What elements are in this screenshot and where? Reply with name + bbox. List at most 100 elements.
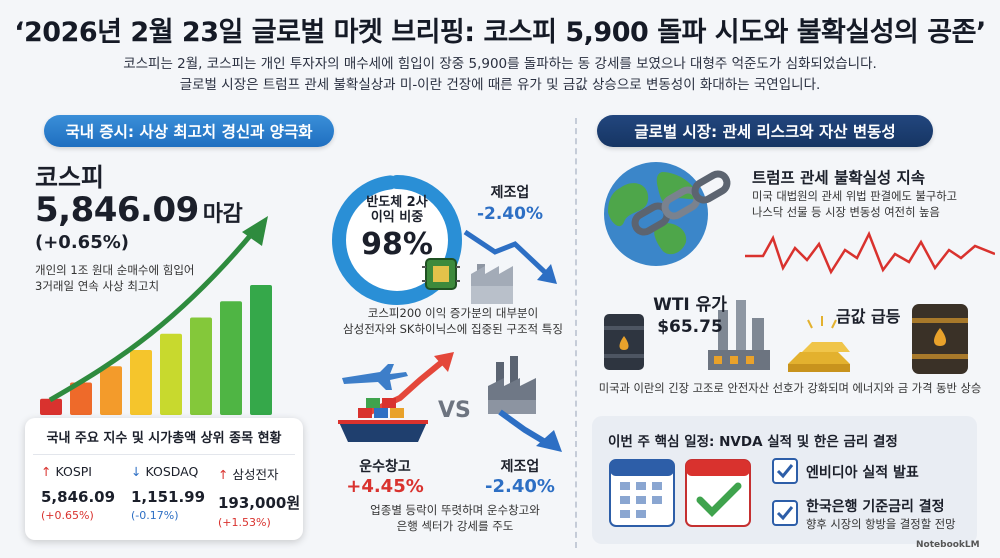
rising-bar bbox=[160, 333, 182, 415]
chain-icon bbox=[631, 170, 731, 236]
chip-icon bbox=[422, 258, 460, 290]
oil-barrel-icon bbox=[604, 314, 644, 370]
semi-desc-line-2: 삼성전자와 SK하이닉스에 집중된 구조적 특징 bbox=[343, 322, 563, 336]
up-arrow-line bbox=[368, 359, 444, 415]
semi-label-line-1: 반도체 2사 bbox=[366, 195, 428, 210]
schedule-title: 이번 주 핵심 일정: NVDA 실적 및 한은 금리 결정 bbox=[608, 434, 898, 450]
table-item-change: (-0.17%) bbox=[131, 509, 179, 522]
schedule-item-bok: 한국은행 기준금리 결정 bbox=[806, 499, 945, 515]
index-table-card: 국내 주요 지수 및 시가총액 상위 종목 현황 ↑ KOSPI 5,846.0… bbox=[25, 418, 303, 540]
domestic-section-label: 국내 증시: 사상 최고치 경신과 양극화 bbox=[44, 115, 334, 147]
section-divider bbox=[575, 118, 577, 548]
subtitle-line-2: 글로벌 시장은 트럼프 관세 불확실상과 미-이란 건장에 때른 유가 및 금값… bbox=[179, 77, 821, 93]
brand-logo: NotebookLM bbox=[916, 540, 980, 550]
globe-chain-graphic bbox=[604, 162, 731, 266]
kospi-label: 코스피 bbox=[35, 163, 105, 192]
factory-icon bbox=[471, 264, 513, 304]
calendar-check-icon bbox=[685, 459, 751, 527]
manufacturing-bottom-name: 제조업 bbox=[500, 459, 540, 475]
table-item-kosdaq: ↓ KOSDAQ 1,151.99 (-0.17%) bbox=[131, 464, 223, 522]
energy-description: 미국과 이란의 긴장 고조로 안전자산 선호가 강화되며 에너지와 금 가격 동… bbox=[598, 382, 982, 395]
shipping-name: 운수창고 bbox=[359, 459, 411, 475]
calendar-graphic bbox=[609, 459, 751, 527]
semi-share-value: 98% bbox=[361, 227, 433, 262]
calendar-icon bbox=[609, 459, 675, 527]
schedule-item-bok-sub: 향후 시장의 항방을 결정할 전망 bbox=[806, 518, 956, 531]
kospi-value: 5,846.09 마감 bbox=[35, 190, 243, 230]
kospi-description: 개인의 1조 원대 순매수에 힘입어 3거래일 연속 사상 최고치 bbox=[35, 262, 255, 294]
arrow-down-icon: ↓ bbox=[131, 464, 142, 479]
wti-oil-price: WTI 유가 $65.75 bbox=[640, 294, 740, 338]
manufacturing-bottom: 제조업 -2.40% bbox=[470, 456, 570, 497]
page-title: ‘2026년 2월 23일 글로벌 마켓 브리핑: 코스피 5,900 돌파 시… bbox=[14, 17, 986, 48]
table-item-change: (+1.53%) bbox=[218, 516, 271, 529]
table-item-value: 1,151.99 bbox=[131, 488, 206, 506]
volatility-line bbox=[745, 230, 995, 275]
gold-bars-icon bbox=[788, 316, 850, 372]
table-item-name: KOSDAQ bbox=[145, 464, 199, 479]
arrow-up-icon: ↑ bbox=[41, 464, 52, 479]
table-divider bbox=[33, 454, 295, 455]
down-arrow-head bbox=[537, 264, 557, 284]
rising-bar bbox=[70, 382, 92, 415]
table-item-value: 193,000원 bbox=[218, 494, 301, 512]
wti-value: $65.75 bbox=[657, 317, 723, 337]
shipping-sector: 운수창고 +4.45% bbox=[335, 456, 435, 497]
down-arrow-line bbox=[463, 229, 552, 279]
trend-arrow-head bbox=[242, 216, 268, 246]
gold-label: 금값 급등 bbox=[836, 307, 901, 326]
rising-bar bbox=[40, 398, 62, 415]
up-arrow-head bbox=[434, 352, 454, 372]
trend-arrow-line bbox=[48, 228, 257, 403]
subtitle-line-1: 코스피는 2월, 코스피는 개인 투자자의 매수세에 힘입이 장중 5,900를… bbox=[123, 56, 877, 72]
down-arrow-line bbox=[498, 409, 547, 445]
oil-barrel-icon bbox=[912, 304, 968, 374]
factory-down-graphic bbox=[463, 229, 557, 304]
table-item-samsung: ↑ 삼성전자 193,000원 (+1.53%) bbox=[218, 464, 310, 529]
sector-description: 업종별 등락이 뚜렷하며 운수창고와 은행 섹터가 강세를 주도 bbox=[340, 502, 570, 534]
tariff-title: 트럼프 관세 불확실성 지속 bbox=[752, 169, 926, 187]
table-item-name: KOSPI bbox=[55, 464, 92, 479]
vs-label: VS bbox=[438, 398, 471, 423]
rising-bar bbox=[100, 366, 122, 415]
rising-bars-graphic bbox=[40, 216, 272, 415]
manufacturing-bottom-value: -2.40% bbox=[485, 476, 555, 497]
rising-bar bbox=[250, 285, 272, 415]
kospi-desc-line-1: 개인의 1조 원대 순매수에 힘입어 bbox=[35, 263, 195, 277]
table-item-name: 삼성전자 bbox=[232, 467, 279, 482]
refinery-icon bbox=[708, 300, 770, 370]
gold-barrel-graphic bbox=[788, 304, 968, 374]
kospi-unit: 마감 bbox=[202, 202, 243, 227]
kospi-value-number: 5,846.09 bbox=[35, 190, 199, 230]
global-section-label: 글로벌 시장: 관세 리스크와 자산 변동성 bbox=[597, 115, 933, 147]
sector-desc-line-2: 은행 섹터가 강세를 주도 bbox=[396, 519, 514, 533]
tariff-desc-line-1: 미국 대법원의 관세 위법 판결에도 불구하고 bbox=[752, 190, 958, 203]
semiconductor-description: 코스피200 이익 증가분의 대부분이 삼성전자와 SK하이닉스에 집중된 구조… bbox=[333, 305, 573, 337]
donut-arc bbox=[332, 175, 462, 305]
cargo-ship-icon bbox=[338, 398, 428, 442]
shipping-value: +4.45% bbox=[346, 476, 424, 497]
tariff-desc-line-2: 나스닥 선물 등 시장 변동성 여전히 높음 bbox=[752, 206, 940, 219]
kospi-desc-line-2: 3거래일 연속 사상 최고치 bbox=[35, 279, 160, 293]
factory-icon bbox=[488, 356, 536, 414]
table-item-value: 5,846.09 bbox=[41, 488, 116, 506]
wti-label: WTI 유가 bbox=[653, 295, 727, 315]
table-item-change: (+0.65%) bbox=[41, 509, 94, 522]
kospi-change: (+0.65%) bbox=[35, 232, 129, 253]
semi-desc-line-1: 코스피200 이익 증가분의 대부분이 bbox=[367, 306, 539, 320]
down-arrow-head bbox=[536, 430, 562, 452]
rising-bar bbox=[190, 317, 212, 415]
manufacturing-top-value: -2.40% bbox=[476, 204, 544, 224]
checkbox-icon bbox=[772, 458, 798, 484]
manufacturing-top-name: 제조업 bbox=[490, 185, 530, 201]
volatility-line-graphic bbox=[745, 230, 995, 275]
airplane-icon bbox=[342, 364, 408, 390]
rising-bar bbox=[220, 301, 242, 415]
schedule-item-nvidia: 엔비디아 실적 발표 bbox=[806, 465, 919, 481]
checkbox-icon bbox=[772, 500, 798, 526]
semiconductor-share-label: 반도체 2사 이익 비중 98% bbox=[336, 195, 458, 262]
oil-refinery-graphic bbox=[604, 300, 770, 370]
arrow-up-icon: ↑ bbox=[218, 467, 229, 482]
globe-icon bbox=[604, 162, 708, 266]
sector-desc-line-1: 업종별 등락이 뚜렷하며 운수창고와 bbox=[370, 503, 540, 517]
